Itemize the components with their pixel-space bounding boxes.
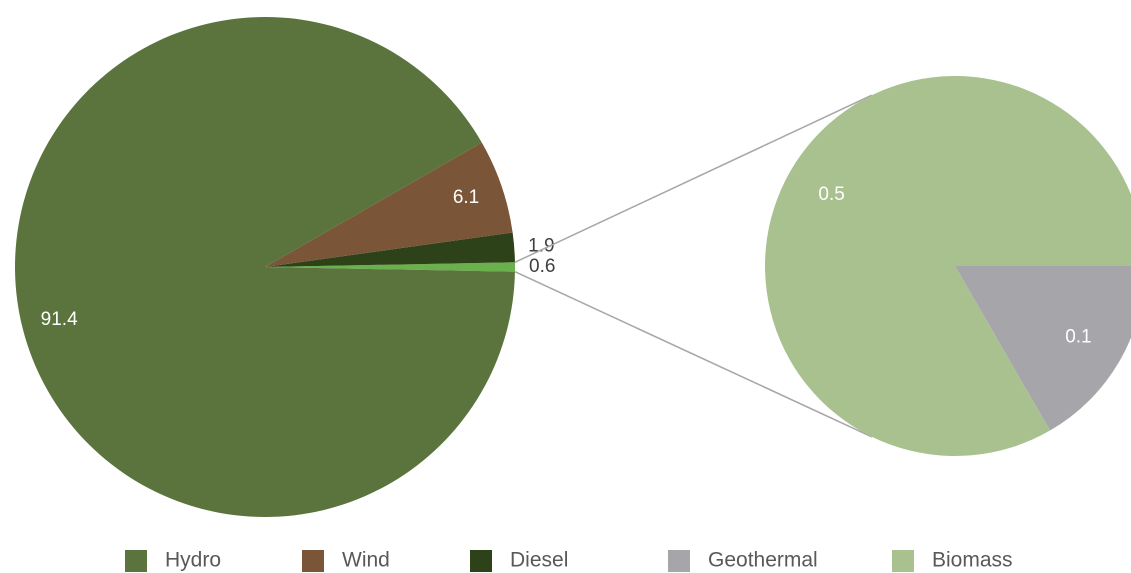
data-label: 0.6: [529, 256, 555, 277]
pie-slice: [955, 266, 1131, 431]
data-label: 0.1: [1065, 326, 1091, 347]
data-label: 6.1: [453, 187, 479, 208]
legend-swatch: [668, 550, 690, 572]
pie-slice: [265, 142, 513, 267]
legend-swatch: [302, 550, 324, 572]
legend-swatch: [470, 550, 492, 572]
legend-label: Wind: [342, 549, 390, 572]
legend-label: Diesel: [510, 549, 568, 572]
legend-label: Hydro: [165, 549, 221, 572]
data-label: 91.4: [41, 309, 78, 330]
connector-line: [514, 271, 873, 438]
pie-slice: [265, 262, 515, 272]
pie-slice: [15, 16, 515, 517]
pie-slice: [765, 76, 1131, 456]
legend-swatch: [125, 550, 147, 572]
connector-line: [514, 94, 873, 263]
data-label: 1.9: [528, 235, 554, 256]
legend-label: Geothermal: [708, 549, 818, 572]
legend-swatch: [892, 550, 914, 572]
legend-label: Biomass: [932, 549, 1013, 572]
data-label: 0.5: [818, 184, 844, 205]
pie-slice: [265, 232, 515, 267]
